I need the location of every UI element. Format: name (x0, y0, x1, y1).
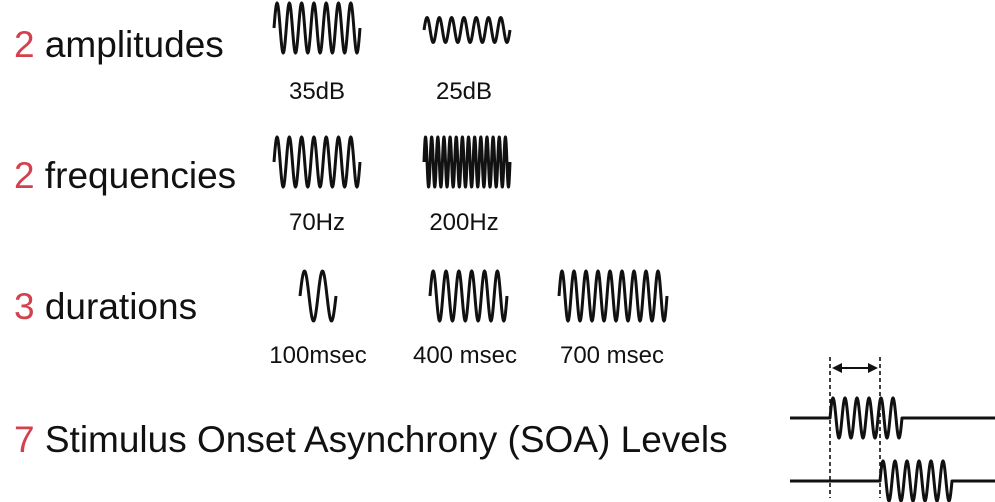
waveform-100msec (298, 269, 338, 323)
sine-wave (422, 16, 512, 44)
waveform-200hz (422, 135, 512, 189)
count-amplitudes: 2 (14, 24, 35, 65)
sine-wave (272, 135, 362, 189)
row-label-frequencies: 2 frequencies (14, 157, 236, 194)
wave-label-100msec: 100msec (269, 342, 367, 369)
sine-wave (422, 135, 512, 189)
label-amplitudes: amplitudes (44, 24, 224, 65)
sine-wave (272, 1, 362, 55)
count-soa: 7 (14, 419, 35, 460)
wave-label-35db: 35dB (288, 78, 346, 105)
count-frequencies: 2 (14, 155, 35, 196)
row-label-amplitudes: 2 amplitudes (14, 26, 224, 63)
label-frequencies: frequencies (44, 155, 237, 196)
sine-wave (557, 269, 669, 323)
wave-label-400msec: 400 msec (412, 342, 518, 369)
row-label-durations: 3 durations (14, 288, 197, 325)
soa-diagram (790, 357, 995, 502)
waveform-700msec (557, 269, 669, 323)
wave-label-200hz: 200Hz (429, 209, 499, 236)
wave-label-25db: 25dB (435, 78, 493, 105)
label-durations: durations (44, 286, 198, 327)
sine-wave (428, 269, 509, 323)
soa-interval-arrow (832, 363, 878, 373)
wave-label-700msec: 700 msec (559, 342, 665, 369)
waveform-70hz (272, 135, 362, 189)
waveform-400msec (428, 269, 509, 323)
stimulus-track-2 (790, 459, 995, 502)
stimulus-track-1 (790, 396, 995, 440)
row-label-soa: 7 Stimulus Onset Asynchrony (SOA) Levels (14, 421, 728, 458)
sine-wave (298, 269, 338, 323)
label-soa: Stimulus Onset Asynchrony (SOA) Levels (44, 419, 728, 460)
waveform-25db (422, 16, 512, 44)
waveform-35db (272, 1, 362, 55)
count-durations: 3 (14, 286, 35, 327)
wave-label-70hz: 70Hz (288, 209, 346, 236)
